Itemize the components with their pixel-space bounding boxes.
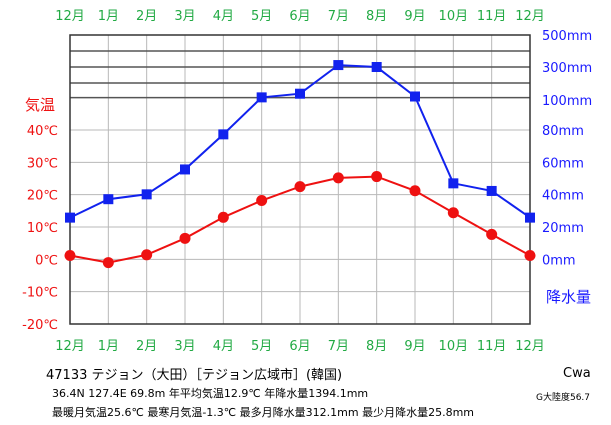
temperature-point — [256, 194, 268, 206]
month-label-bottom: 3月 — [174, 339, 195, 354]
temperature-point — [217, 211, 229, 223]
precipitation-point — [256, 92, 267, 103]
precipitation-point — [103, 194, 114, 205]
precipitation-point — [333, 60, 344, 71]
station-info-line-1: 36.4N 127.4E 69.8m 年平均気温12.9℃ 年降水量1394.1… — [52, 387, 369, 400]
precipitation-tick-label: 100mm — [542, 94, 592, 109]
month-label-bottom: 12月 — [515, 339, 545, 354]
precipitation-tick-label: 20mm — [542, 221, 584, 236]
month-label-top: 8月 — [366, 9, 387, 24]
month-label-top: 7月 — [328, 9, 349, 24]
month-label-bottom: 9月 — [404, 339, 425, 354]
series-layer — [64, 60, 536, 269]
precipitation-axis-label: 降水量 — [546, 288, 591, 306]
temperature-point — [141, 249, 153, 261]
precipitation-point — [410, 91, 420, 102]
month-label-bottom: 12月 — [55, 339, 85, 354]
month-label-top: 10月 — [439, 9, 469, 24]
month-label-top: 4月 — [213, 9, 234, 24]
precipitation-point — [141, 189, 152, 200]
precipitation-tick-label: 500mm — [542, 29, 592, 44]
temperature-point — [524, 249, 536, 261]
precipitation-tick-label: 80mm — [542, 124, 584, 139]
temperature-point — [409, 185, 421, 197]
precipitation-point — [486, 185, 497, 196]
precipitation-tick-label: 60mm — [542, 156, 584, 171]
month-label-top: 2月 — [136, 9, 157, 24]
label-layer: 12月 12月 1月 1月 2月 2月 3月 3月 4月 4月 5月 5月 6月 6月 7月 7月 8月 8月 9月… — [22, 9, 592, 354]
precipitation-point — [295, 88, 305, 99]
temperature-point — [102, 257, 114, 269]
temperature-tick-label: 40℃ — [27, 124, 58, 139]
temperature-point — [486, 228, 498, 240]
station-name: 47133 テジョン（大田）［テジョン広域市］(韓国) — [46, 368, 343, 383]
temperature-tick-label: -20℃ — [22, 318, 58, 333]
temperature-tick-label: 10℃ — [27, 221, 58, 236]
precipitation-tick-label: 300mm — [542, 61, 592, 76]
precipitation-tick-label: 0mm — [542, 253, 576, 268]
temperature-axis-label: 気温 — [25, 96, 55, 114]
month-label-top: 11月 — [477, 9, 507, 24]
temperature-point — [64, 249, 76, 261]
month-label-top: 12月 — [515, 9, 545, 24]
month-label-top: 9月 — [404, 9, 425, 24]
month-label-top: 5月 — [251, 9, 272, 24]
temperature-point — [179, 232, 191, 244]
month-label-bottom: 6月 — [289, 339, 310, 354]
month-label-bottom: 1月 — [98, 339, 119, 354]
continentality-index: G大陸度56.7 — [536, 393, 591, 403]
station-info-line-2: 最暖月気温25.6℃ 最寒月気温-1.3℃ 最多月降水量312.1mm 最少月降… — [52, 406, 474, 419]
temperature-tick-label: -10℃ — [22, 286, 58, 301]
temperature-tick-label: 30℃ — [27, 156, 58, 171]
month-label-bottom: 11月 — [477, 339, 507, 354]
temperature-point — [371, 171, 383, 183]
precipitation-point — [218, 129, 229, 140]
precipitation-point — [525, 212, 535, 223]
month-label-bottom: 10月 — [439, 339, 469, 354]
grid-layer — [70, 35, 530, 324]
plot-border — [69, 34, 531, 325]
month-label-bottom: 8月 — [366, 339, 387, 354]
temperature-tick-label: 20℃ — [27, 189, 58, 204]
temperature-point — [294, 181, 306, 193]
month-label-top: 3月 — [174, 9, 195, 24]
month-label-top: 12月 — [55, 9, 85, 24]
precipitation-point — [448, 178, 459, 189]
precipitation-point — [180, 164, 190, 175]
month-label-bottom: 4月 — [213, 339, 234, 354]
month-label-bottom: 5月 — [251, 339, 272, 354]
temperature-point — [332, 172, 344, 184]
precipitation-point — [371, 62, 382, 72]
month-label-bottom: 7月 — [328, 339, 349, 354]
precipitation-point — [65, 212, 75, 223]
plot-frame — [69, 34, 531, 325]
month-label-top: 6月 — [289, 9, 310, 24]
temperature-tick-label: 0℃ — [35, 253, 58, 268]
precipitation-tick-label: 40mm — [542, 189, 584, 204]
month-label-bottom: 2月 — [136, 339, 157, 354]
month-label-top: 1月 — [98, 9, 119, 24]
temperature-point — [447, 207, 459, 219]
koppen-class: Cwa — [563, 366, 591, 381]
climate-chart: 12月 12月 1月 1月 2月 2月 3月 3月 4月 4月 5月 5月 6月 6月 7月 7月 8月 8月 9月… — [22, 9, 592, 354]
